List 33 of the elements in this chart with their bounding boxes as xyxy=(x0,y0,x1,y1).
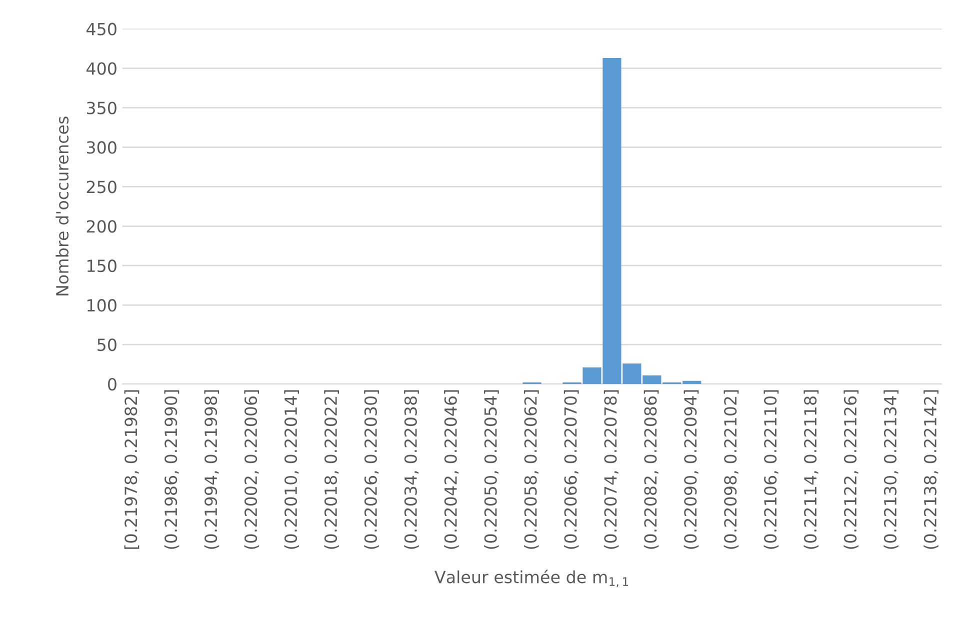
y-tick-label: 300 xyxy=(86,141,116,154)
y-tick-label: 50 xyxy=(98,338,116,352)
y-tick-label: 100 xyxy=(88,299,116,312)
y-tick-label: 0 xyxy=(108,378,116,391)
x-axis-title: Valeur estimée de m$_{1,1}$ xyxy=(434,570,628,588)
x-tick-label: (0.22130, 0.22134] xyxy=(884,390,898,549)
x-tick-label: (0.22058, 0.22062] xyxy=(524,390,539,549)
y-tick-label: 250 xyxy=(86,180,116,194)
y-tick-label: 150 xyxy=(88,260,116,272)
y-axis-title: Nombre d'occurences xyxy=(56,116,69,296)
x-tick-label: (0.22090, 0.22094] xyxy=(684,390,699,549)
x-tick-label: (0.22010, 0.22014] xyxy=(284,390,300,549)
x-tick-label: (0.22074, 0.22078] xyxy=(604,390,619,549)
y-tick-label: 200 xyxy=(86,220,116,233)
x-tick-label: (0.22098, 0.22102] xyxy=(724,390,739,549)
x-tick-label: (0.21986, 0.21990] xyxy=(164,390,180,549)
x-tick-label: (0.22066, 0.22070] xyxy=(564,390,579,549)
x-tick-label: (0.22122, 0.22126] xyxy=(844,390,859,549)
x-tick-label: (0.22042, 0.22046] xyxy=(444,390,459,549)
x-tick-label: [0.21978, 0.21982] xyxy=(124,390,140,549)
x-tick-label: (0.22050, 0.22054] xyxy=(484,390,499,549)
x-tick-label: (0.22114, 0.22118] xyxy=(804,390,819,549)
x-tick-label: (0.21994, 0.21998] xyxy=(204,390,220,549)
y-tick-label: 350 xyxy=(86,102,116,114)
x-tick-label: (0.22026, 0.22030] xyxy=(364,390,379,549)
y-tick-label: 400 xyxy=(86,62,116,75)
x-tick-label: (0.22034, 0.22038] xyxy=(404,390,419,549)
x-tick-label: (0.22018, 0.22022] xyxy=(324,390,339,549)
x-tick-label: (0.22106, 0.22110] xyxy=(764,390,779,549)
x-tick-label: (0.22002, 0.22006] xyxy=(244,390,260,549)
x-tick-label: (0.22138, 0.22142] xyxy=(924,390,938,549)
x-tick-label: (0.22082, 0.22086] xyxy=(644,390,659,549)
y-tick-label: 450 xyxy=(86,22,116,36)
